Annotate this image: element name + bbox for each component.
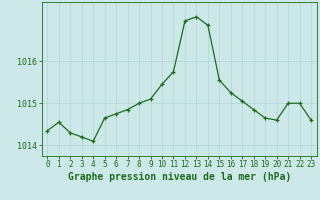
X-axis label: Graphe pression niveau de la mer (hPa): Graphe pression niveau de la mer (hPa) [68,172,291,182]
